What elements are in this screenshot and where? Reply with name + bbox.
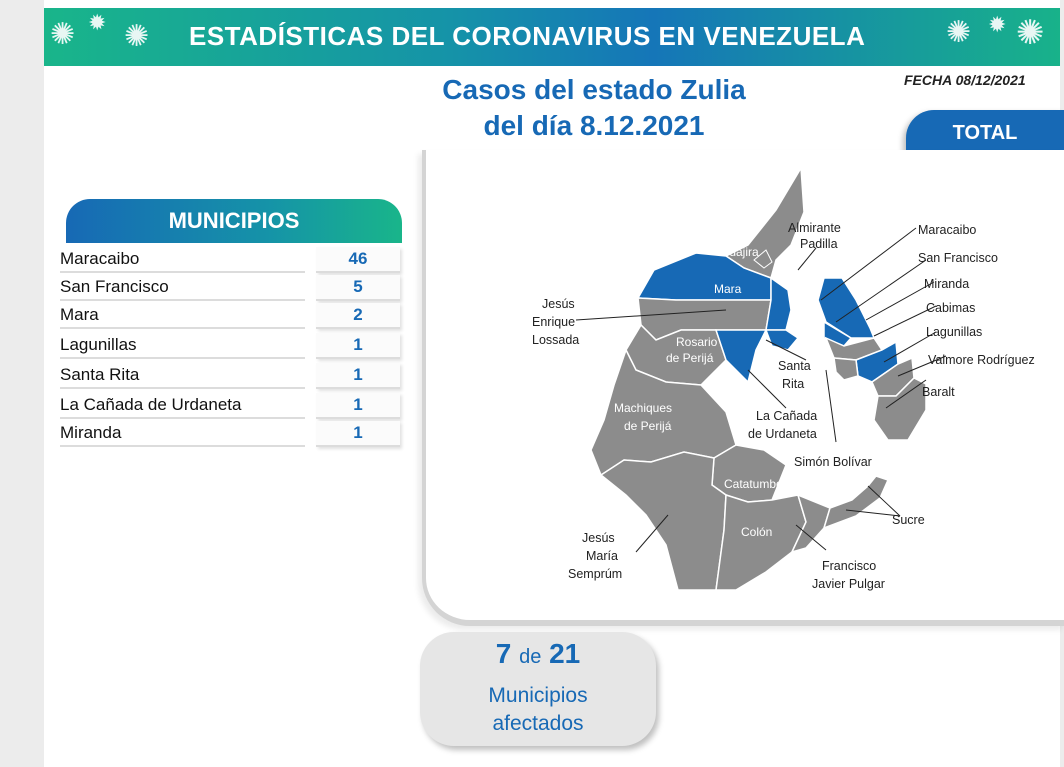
map-label-jesus-maria-2: María	[586, 549, 618, 563]
map-label-san-francisco: San Francisco	[918, 251, 998, 265]
map-label-almirante-2: Padilla	[800, 237, 838, 251]
municipio-baralt	[873, 377, 927, 441]
municipio-cases: 46	[316, 247, 400, 273]
leader-lines	[575, 227, 947, 553]
infographic-page: ✺ ✹ ✺ ESTADÍSTICAS DEL CORONAVIRUS EN VE…	[44, 0, 1064, 767]
total-municipios-number: 21	[549, 638, 581, 669]
title-line-2: del día 8.12.2021	[483, 110, 705, 141]
map-label-sucre: Sucre	[892, 513, 925, 527]
map-label-canada-1: La Cañada	[756, 409, 817, 423]
map-label-guajira: Guajira	[720, 245, 759, 259]
zulia-map-panel: Guajira Mara Rosario de Perijá Machiques…	[422, 150, 1064, 626]
map-label-simon-bolivar: Simón Bolívar	[794, 455, 872, 469]
affected-caption: Municipios afectados	[420, 682, 656, 738]
zulia-map: Guajira Mara Rosario de Perijá Machiques…	[532, 165, 1035, 591]
map-label-mara: Mara	[714, 282, 742, 296]
virus-icon: ✹	[88, 10, 107, 35]
virus-icon: ✹	[988, 12, 1007, 37]
municipio-cases: 1	[316, 363, 400, 389]
municipio-name: Miranda	[60, 421, 305, 447]
municipio-name: Lagunillas	[60, 333, 305, 359]
map-label-cabimas: Cabimas	[926, 301, 975, 315]
municipio-almirante-padilla	[753, 249, 773, 269]
affected-summary-box: 7 de 21 Municipios afectados	[420, 632, 656, 746]
table-row: San Francisco 5	[60, 275, 404, 301]
affected-count: 7 de 21	[420, 638, 656, 670]
table-row: La Cañada de Urdaneta 1	[60, 393, 404, 419]
municipio-sucre	[822, 475, 890, 530]
municipio-name: San Francisco	[60, 275, 305, 301]
affected-connector: de	[519, 646, 542, 668]
map-label-rosario-1: Rosario	[676, 335, 718, 349]
date-label: FECHA 08/12/2021	[904, 72, 1026, 88]
map-label-jesus-maria-3: Semprúm	[568, 567, 622, 581]
municipio-cases: 1	[316, 393, 400, 419]
map-label-francisco-2: Javier Pulgar	[812, 577, 885, 591]
map-label-santa-rita-2: Rita	[782, 377, 804, 391]
map-label-jesus-enrique-1: Jesús	[542, 297, 575, 311]
title-line-1: Casos del estado Zulia	[442, 74, 746, 105]
table-row: Santa Rita 1	[60, 363, 404, 389]
table-row: Mara 2	[60, 303, 404, 329]
municipio-simon-bolivar	[833, 357, 859, 381]
map-label-almirante-1: Almirante	[788, 221, 841, 235]
table-row: Lagunillas 1	[60, 333, 404, 359]
banner-title: ESTADÍSTICAS DEL CORONAVIRUS EN VENEZUEL…	[189, 21, 866, 51]
map-label-baralt: Baralt	[922, 385, 955, 399]
affected-caption-line-2: afectados	[492, 712, 584, 735]
map-label-jesus-enrique-3: Lossada	[532, 333, 579, 347]
municipio-name: La Cañada de Urdaneta	[60, 393, 305, 419]
virus-icon: ✺	[946, 16, 972, 49]
municipios-header: MUNICIPIOS	[66, 199, 402, 243]
map-label-maracaibo: Maracaibo	[918, 223, 976, 237]
municipio-cases: 1	[316, 333, 400, 359]
table-row: Miranda 1	[60, 421, 404, 447]
map-label-jesus-maria-1: Jesús	[582, 531, 615, 545]
map-label-machiques-2: de Perijá	[624, 419, 672, 433]
affected-number: 7	[495, 638, 512, 669]
map-label-miranda: Miranda	[924, 277, 969, 291]
map-label-valmore: Valmore Rodríguez	[928, 353, 1035, 367]
virus-icon: ✺	[50, 18, 76, 51]
municipio-la-canada	[714, 329, 768, 384]
map-label-colon: Colón	[741, 525, 772, 539]
municipio-name: Santa Rita	[60, 363, 305, 389]
map-label-lagunillas: Lagunillas	[926, 325, 982, 339]
title-banner: ✺ ✹ ✺ ESTADÍSTICAS DEL CORONAVIRUS EN VE…	[44, 8, 1060, 66]
map-label-rosario-2: de Perijá	[666, 351, 714, 365]
municipio-san-francisco	[764, 329, 800, 351]
total-label: TOTAL	[952, 122, 1018, 144]
map-label-machiques-1: Machiques	[614, 401, 672, 415]
table-row: Maracaibo 46	[60, 247, 404, 273]
municipio-name: Maracaibo	[60, 247, 305, 273]
page-title: Casos del estado Zulia del día 8.12.2021	[384, 72, 804, 144]
map-label-francisco-1: Francisco	[822, 559, 876, 573]
municipio-cases: 5	[316, 275, 400, 301]
map-label-santa-rita-1: Santa	[778, 359, 811, 373]
map-label-canada-2: de Urdaneta	[748, 427, 817, 441]
map-label-catatumbo: Catatumbo	[724, 477, 783, 491]
municipio-cases: 2	[316, 303, 400, 329]
municipio-cases: 1	[316, 421, 400, 447]
affected-caption-line-1: Municipios	[488, 684, 588, 707]
municipio-colon	[715, 493, 807, 591]
virus-icon: ✺	[124, 20, 150, 53]
map-label-jesus-enrique-2: Enrique	[532, 315, 575, 329]
municipio-name: Mara	[60, 303, 305, 329]
virus-icon: ✺	[1016, 14, 1045, 52]
municipios-table: Maracaibo 46 San Francisco 5 Mara 2 Lagu…	[60, 247, 404, 449]
